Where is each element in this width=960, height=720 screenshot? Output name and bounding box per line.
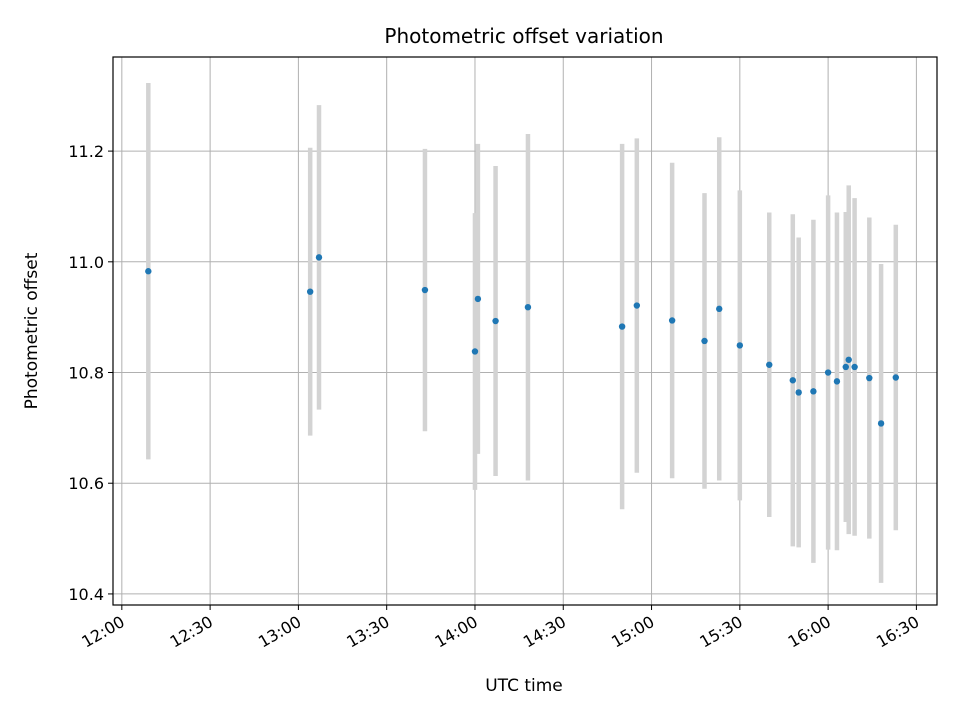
data-point [833,378,841,385]
data-point [315,254,323,261]
data-point [701,337,708,345]
data-point [716,305,723,313]
data-point [668,317,676,324]
data-point [842,363,849,371]
data-point [845,356,852,363]
data-point [471,348,479,355]
data-point [824,369,832,376]
plot-frame [112,56,938,606]
grid [113,57,937,605]
data-points [145,254,899,427]
chart-title: Photometric offset variation [384,24,663,48]
data-point [866,374,873,382]
y-tick-label: 10.4 [68,585,104,604]
data-point [618,323,626,330]
y-axis-label: Photometric offset [22,252,42,409]
data-point [145,268,152,275]
data-point [877,420,885,427]
data-point [736,342,744,349]
data-point [795,389,802,396]
data-point [633,302,641,309]
y-tick-label: 10.8 [68,364,104,383]
data-point [789,377,796,384]
x-axis-label: UTC time [485,676,563,696]
data-point [421,286,429,294]
y-tick-label: 11.2 [68,142,104,161]
data-point [851,363,858,371]
data-point [306,288,314,295]
data-point [766,361,773,368]
y-tick-label: 10.6 [68,474,104,493]
data-point [810,388,817,395]
data-point [492,317,499,325]
data-point [474,295,482,303]
data-point [524,303,532,311]
data-point [892,374,899,381]
y-tick-label: 11.0 [68,253,104,272]
